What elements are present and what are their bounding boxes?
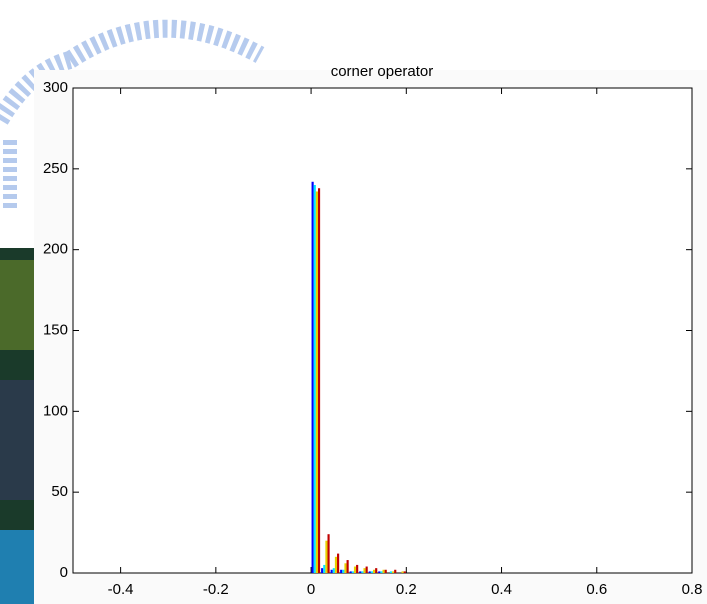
bar [349,571,352,573]
bar [330,569,333,573]
x-tick-label: -0.2 [203,581,229,598]
y-tick-label: 50 [51,483,68,500]
bar [315,191,318,573]
bar [384,569,387,573]
y-tick-label: 150 [43,321,68,338]
bar [370,571,373,573]
chart-title: corner operator [331,63,434,80]
bar [361,571,364,573]
y-tick-label: 300 [43,79,68,96]
bar [353,566,357,573]
x-tick-label: 0.8 [682,581,703,598]
bar [313,185,316,573]
y-tick-label: 0 [60,564,68,581]
bar [394,569,397,573]
y-tick-label: 100 [43,402,68,419]
bar [403,571,406,573]
bar [323,564,326,573]
bar [342,569,345,573]
bar [359,571,362,573]
bar [365,566,368,573]
bar [327,534,330,573]
bar [337,553,340,573]
bar [334,556,338,573]
plot-area [72,87,693,574]
bar [363,568,366,573]
y-tick-label: 250 [43,160,68,177]
x-tick-label: 0 [307,581,315,598]
x-tick-label: 0.6 [586,581,607,598]
x-tick-label: -0.4 [108,581,134,598]
bar [321,568,324,573]
bar [382,569,385,573]
x-tick-label: 0.2 [396,581,417,598]
bar [375,568,378,573]
y-tick-label: 200 [43,241,68,258]
bar [332,568,335,573]
bar [389,571,393,573]
bar [346,560,349,573]
bar [401,571,404,573]
bar [351,571,354,573]
bar [317,188,321,573]
background-photo [0,248,34,604]
bar [372,569,376,573]
bar [392,571,395,573]
bar [340,569,343,573]
bar [311,181,314,573]
background-decoration [0,19,265,210]
bar [356,564,359,573]
x-tick-label: 0.4 [491,581,512,598]
bar [368,571,371,573]
bar [344,563,347,573]
bar [378,571,381,573]
bar [380,571,383,573]
bar [325,540,328,573]
